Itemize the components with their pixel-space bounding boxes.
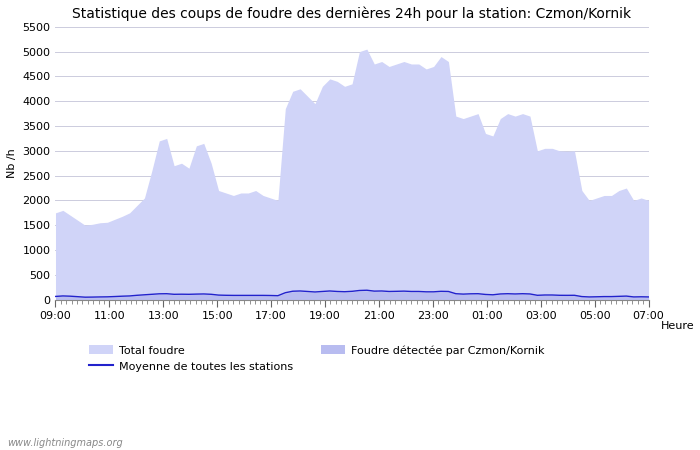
Y-axis label: Nb /h: Nb /h [7,148,17,178]
Legend: Total foudre, Moyenne de toutes les stations, Foudre détectée par Czmon/Kornik: Total foudre, Moyenne de toutes les stat… [84,341,549,376]
Title: Statistique des coups de foudre des dernières 24h pour la station: Czmon/Kornik: Statistique des coups de foudre des dern… [73,7,631,22]
Text: Heure: Heure [660,321,694,332]
Text: www.lightningmaps.org: www.lightningmaps.org [7,438,122,448]
